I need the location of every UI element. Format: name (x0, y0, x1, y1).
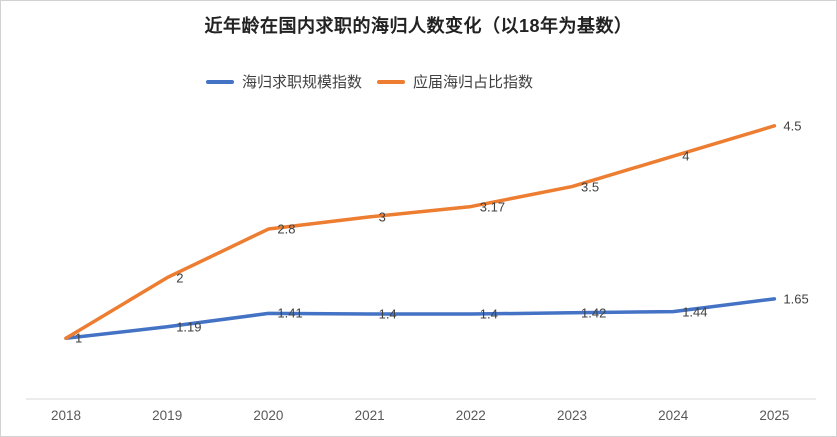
legend-line-marker-icon (206, 79, 234, 84)
x-tick-label: 2025 (759, 408, 790, 423)
x-tick-label: 2023 (556, 408, 588, 423)
legend: 海归求职规模指数 应届海归占比指数 (206, 71, 533, 92)
legend-line-marker-icon (377, 79, 406, 84)
x-tick-label: 2018 (50, 408, 82, 423)
data-label: 4.5 (783, 118, 802, 134)
data-label: 1.44 (682, 304, 708, 320)
legend-label: 应届海归占比指数 (413, 74, 534, 91)
data-label: 1.42 (581, 305, 607, 321)
data-label: 1.4 (479, 306, 498, 322)
legend-item-1: 应届海归占比指数 (377, 71, 533, 92)
legend-label: 海归求职规模指数 (242, 74, 363, 91)
data-label: 3 (378, 209, 386, 225)
x-tick-label: 2022 (455, 408, 486, 423)
data-label: 1 (75, 330, 83, 346)
data-label: 1.4 (378, 306, 397, 322)
series-line-1 (64, 124, 777, 341)
data-label: 1.41 (277, 305, 303, 321)
data-label: 1.65 (783, 291, 809, 307)
legend-item-0: 海归求职规模指数 (206, 71, 362, 92)
x-tick-label: 2020 (253, 408, 284, 423)
data-label: 2.8 (277, 221, 296, 237)
data-label: 1.19 (176, 319, 202, 335)
data-label: 3.17 (479, 199, 506, 215)
x-tick-label: 2024 (658, 408, 689, 423)
x-tick-label: 2019 (152, 408, 183, 423)
data-label: 3.5 (581, 179, 600, 195)
data-label: 2 (176, 270, 184, 286)
chart-title: 近年龄在国内求职的海归人数变化（以18年为基数） (204, 16, 633, 36)
series-line-0 (64, 297, 777, 341)
x-tick-label: 2021 (354, 408, 385, 423)
data-label: 4 (682, 148, 690, 164)
